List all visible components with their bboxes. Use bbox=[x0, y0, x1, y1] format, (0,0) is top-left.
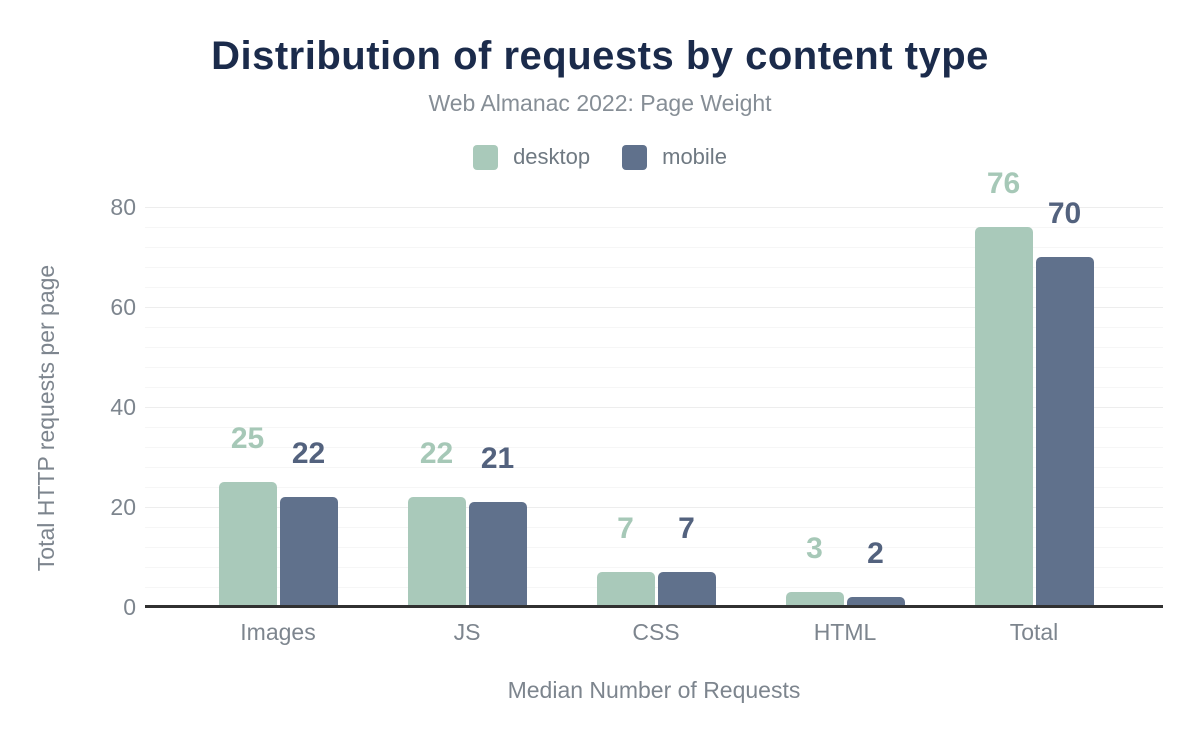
gridline bbox=[145, 527, 1163, 528]
y-tick-label: 60 bbox=[110, 294, 136, 320]
gridline bbox=[145, 427, 1163, 428]
bar-desktop-total[interactable] bbox=[974, 227, 1033, 607]
gridline bbox=[145, 207, 1163, 208]
x-tick-html: HTML bbox=[813, 619, 877, 645]
gridline bbox=[145, 367, 1163, 368]
legend-swatch-desktop bbox=[473, 144, 499, 170]
gridline bbox=[145, 487, 1163, 488]
gridline bbox=[145, 247, 1163, 248]
bar-mobile-html[interactable] bbox=[846, 597, 905, 607]
bar-label-desktop-css: 7 bbox=[617, 512, 634, 545]
legend-item-desktop[interactable]: desktop bbox=[473, 144, 590, 170]
bar-mobile-images[interactable] bbox=[279, 497, 338, 607]
y-tick-label: 20 bbox=[110, 494, 136, 520]
chart-title: Distribution of requests by content type bbox=[211, 34, 989, 78]
bar-label-mobile-css: 7 bbox=[678, 512, 695, 545]
gridline bbox=[145, 507, 1163, 508]
gridline bbox=[145, 347, 1163, 348]
legend: desktop mobile bbox=[0, 143, 1200, 171]
bar-desktop-css[interactable] bbox=[596, 572, 655, 607]
bar-label-mobile-html: 2 bbox=[867, 537, 884, 570]
legend-label-desktop: desktop bbox=[513, 144, 591, 169]
y-tick-label: 40 bbox=[110, 394, 136, 420]
bar-label-desktop-total: 76 bbox=[986, 167, 1021, 200]
gridline bbox=[145, 547, 1163, 548]
bar-label-mobile-total: 70 bbox=[1047, 197, 1082, 230]
bar-mobile-total[interactable] bbox=[1035, 257, 1094, 607]
bar-desktop-js[interactable] bbox=[407, 497, 466, 607]
gridline bbox=[145, 287, 1163, 288]
y-tick-label: 0 bbox=[123, 594, 136, 620]
x-tick-images: Images bbox=[240, 619, 316, 645]
gridline bbox=[145, 567, 1163, 568]
y-axis-title: Total HTTP requests per page bbox=[33, 264, 59, 572]
gridline bbox=[145, 467, 1163, 468]
bar-label-desktop-js: 22 bbox=[419, 437, 454, 470]
x-tick-css: CSS bbox=[632, 619, 680, 645]
legend-swatch-mobile bbox=[622, 144, 648, 170]
bar-mobile-js[interactable] bbox=[468, 502, 527, 607]
gridline bbox=[145, 387, 1163, 388]
bar-desktop-html[interactable] bbox=[785, 592, 844, 607]
bar-label-mobile-images: 22 bbox=[291, 437, 326, 470]
bar-mobile-css[interactable] bbox=[657, 572, 716, 607]
gridline bbox=[145, 407, 1163, 408]
bar-label-desktop-images: 25 bbox=[230, 422, 265, 455]
gridline bbox=[145, 307, 1163, 308]
gridline bbox=[145, 327, 1163, 328]
y-tick-label: 80 bbox=[110, 194, 136, 220]
bar-desktop-images[interactable] bbox=[218, 482, 277, 607]
legend-label-mobile: mobile bbox=[662, 144, 727, 169]
bar-label-desktop-html: 3 bbox=[806, 532, 823, 565]
x-tick-js: JS bbox=[453, 619, 481, 645]
legend-item-mobile[interactable]: mobile bbox=[622, 144, 727, 170]
chart-subtitle: Web Almanac 2022: Page Weight bbox=[428, 90, 772, 116]
gridline bbox=[145, 227, 1163, 228]
x-tick-total: Total bbox=[1009, 619, 1059, 645]
x-axis-title: Median Number of Requests bbox=[507, 677, 801, 703]
bar-label-mobile-js: 21 bbox=[480, 442, 515, 475]
gridline bbox=[145, 447, 1163, 448]
x-axis-line bbox=[145, 605, 1163, 608]
gridline bbox=[145, 267, 1163, 268]
